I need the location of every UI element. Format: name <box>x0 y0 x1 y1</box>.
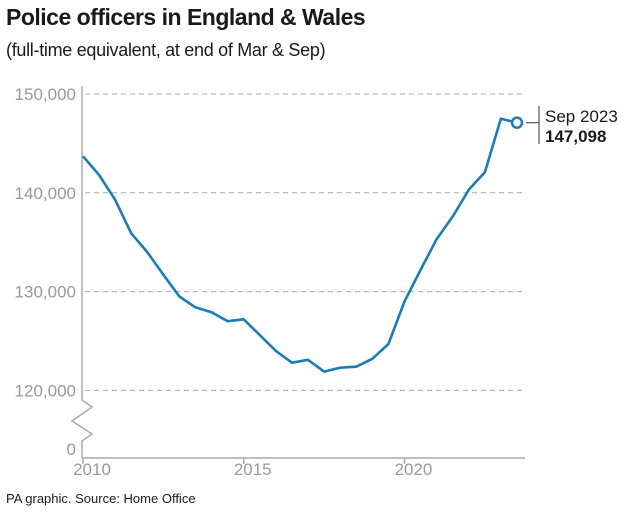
annotation-value: 147,098 <box>545 127 606 146</box>
x-tick-label: 2010 <box>73 460 111 479</box>
y-tick-label: 120,000 <box>15 381 76 400</box>
data-point <box>510 116 524 129</box>
chart-subtitle: (full-time equivalent, at end of Mar & S… <box>6 40 326 60</box>
axis-break-icon <box>70 397 94 458</box>
annotation-label: Sep 2023 <box>545 107 618 126</box>
x-tick-label: 2020 <box>395 460 433 479</box>
source-note: PA graphic. Source: Home Office <box>6 491 196 506</box>
y-tick-label: 140,000 <box>15 184 76 203</box>
x-tick-label: 2015 <box>234 460 272 479</box>
y-tick-label: 150,000 <box>15 85 76 104</box>
data-line <box>82 117 518 373</box>
y-tick-label: 0 <box>67 440 76 459</box>
chart-title: Police officers in England & Wales <box>6 4 366 30</box>
y-tick-label: 130,000 <box>15 283 76 302</box>
